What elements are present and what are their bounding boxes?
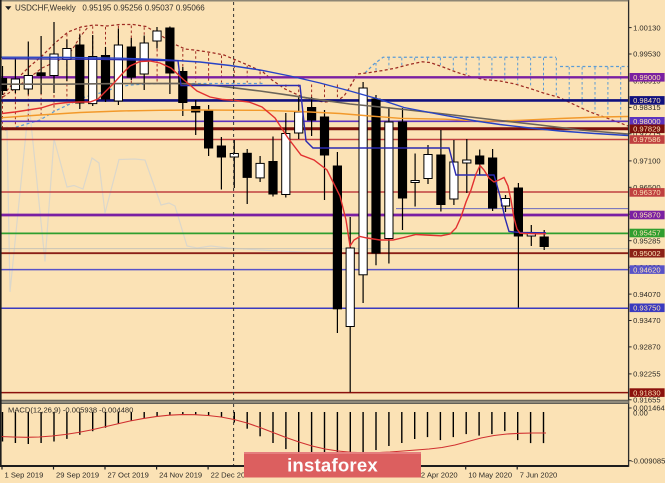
svg-text:0.00: 0.00	[633, 408, 648, 417]
svg-text:-0.009085: -0.009085	[631, 456, 665, 465]
svg-text:instaforex: instaforex	[287, 455, 378, 476]
svg-text:24 Nov 2019: 24 Nov 2019	[159, 471, 202, 480]
svg-text:0.97586: 0.97586	[633, 135, 660, 144]
svg-text:29 Sep 2019: 29 Sep 2019	[56, 471, 99, 480]
svg-text:USDCHF,Weekly 0.95195 0.9525: USDCHF,Weekly 0.95195 0.95256 0.95037 0.…	[15, 4, 205, 13]
svg-text:0.93470: 0.93470	[633, 316, 660, 325]
svg-text:0.94070: 0.94070	[633, 290, 660, 299]
svg-text:0.92870: 0.92870	[633, 343, 660, 352]
svg-text:1.00130: 1.00130	[633, 23, 660, 32]
svg-text:1 Sep 2019: 1 Sep 2019	[5, 471, 44, 480]
svg-text:0.98470: 0.98470	[633, 96, 660, 105]
svg-text:0.95457: 0.95457	[633, 229, 660, 238]
svg-text:MACD(12,26,9) -0.005938 -0.004: MACD(12,26,9) -0.005938 -0.004480	[8, 406, 133, 415]
svg-text:7 Jun 2020: 7 Jun 2020	[520, 471, 558, 480]
svg-text:0.91830: 0.91830	[633, 388, 660, 397]
svg-text:0.98315: 0.98315	[633, 103, 660, 112]
svg-text:0.97100: 0.97100	[633, 157, 660, 166]
svg-text:0.97829: 0.97829	[633, 125, 660, 134]
svg-text:0.96370: 0.96370	[633, 188, 660, 197]
svg-text:0.95285: 0.95285	[633, 236, 660, 245]
svg-text:0.95002: 0.95002	[633, 249, 660, 258]
svg-text:10 May 2020: 10 May 2020	[468, 471, 512, 480]
svg-text:0.96500: 0.96500	[633, 183, 660, 192]
svg-text:0.99530: 0.99530	[633, 50, 660, 59]
svg-text:0.93750: 0.93750	[633, 304, 660, 313]
svg-text:22 Dec 2019: 22 Dec 2019	[211, 471, 254, 480]
svg-text:27 Oct 2019: 27 Oct 2019	[108, 471, 149, 480]
svg-text:0.92255: 0.92255	[633, 370, 660, 379]
svg-text:0.99000: 0.99000	[633, 73, 660, 82]
svg-text:0.91655: 0.91655	[633, 396, 660, 405]
svg-text:0.98000: 0.98000	[633, 117, 660, 126]
svg-text:12 Apr 2020: 12 Apr 2020	[417, 471, 458, 480]
svg-text:0.97715: 0.97715	[633, 130, 660, 139]
svg-text:0.94620: 0.94620	[633, 265, 660, 274]
svg-text:0.95870: 0.95870	[633, 211, 660, 220]
svg-text:0.001464: 0.001464	[633, 404, 665, 413]
